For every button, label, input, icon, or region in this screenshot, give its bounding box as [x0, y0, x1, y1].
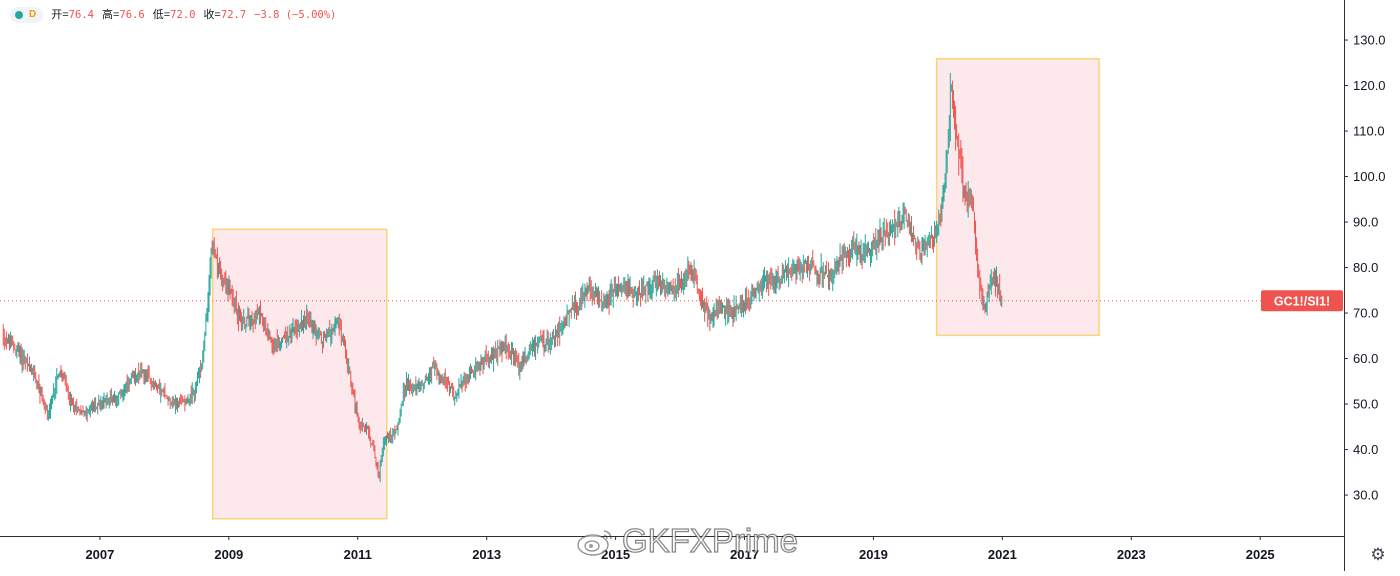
x-tick-label: 2013: [472, 547, 501, 562]
candles: [2, 72, 1003, 483]
highlight-rect-1[interactable]: [211, 228, 388, 520]
ohlc-low: 低= 72.0: [153, 6, 196, 24]
open-value: 76.4: [68, 9, 94, 21]
low-value: 72.0: [170, 9, 196, 21]
y-tick-label: 40.0: [1353, 442, 1378, 457]
highlight-rect-2[interactable]: [935, 57, 1100, 337]
ohlc-high: 高= 76.6: [102, 6, 145, 24]
x-tick-label: 2023: [1117, 547, 1146, 562]
y-tick-label: 100.0: [1353, 169, 1386, 184]
y-tick-label: 80.0: [1353, 260, 1378, 275]
settings-gear-icon[interactable]: ⚙: [1370, 545, 1386, 564]
y-tick-label: 30.0: [1353, 488, 1378, 503]
high-label: 高=: [101, 9, 120, 21]
open-label: 开=: [51, 9, 69, 21]
low-label: 低=: [152, 9, 171, 21]
ohlc-open: 开= 76.4: [51, 6, 94, 24]
y-tick-label: 50.0: [1353, 397, 1378, 412]
symbol-price-label: GC1!/SI1!: [1274, 294, 1330, 308]
ohlc-close: 收= 72.7: [203, 6, 246, 24]
x-tick-label: 2021: [988, 547, 1017, 562]
x-tick-label: 2019: [859, 547, 888, 562]
interval-label: D: [29, 9, 37, 20]
x-tick-label: 2011: [344, 547, 372, 562]
x-tick-label: 2025: [1246, 547, 1275, 562]
x-tick-label: 2017: [730, 547, 759, 562]
highlight-rectangles: [211, 57, 1100, 520]
y-tick-label: 110.0: [1353, 124, 1385, 139]
y-tick-label: 60.0: [1353, 351, 1378, 366]
ohlc-change: −3.8 (−5.00%): [254, 9, 337, 21]
symbol-pill[interactable]: D: [10, 7, 44, 23]
ohlc-legend: D 开= 76.4 高= 76.6 低= 72.0 收= 72.7 −3.8 (−5.0…: [10, 6, 336, 24]
high-value: 76.6: [119, 9, 145, 21]
y-tick-label: 120.0: [1353, 78, 1386, 93]
close-label: 收=: [203, 9, 221, 21]
x-tick-label: 2007: [85, 547, 114, 562]
y-tick-label: 130.0: [1353, 33, 1386, 48]
x-tick-label: 2015: [601, 547, 630, 562]
symbol-price-label-bg[interactable]: [1261, 290, 1343, 312]
close-value: 72.7: [220, 9, 247, 21]
y-tick-label: 90.0: [1353, 215, 1378, 230]
x-tick-label: 2009: [214, 547, 243, 562]
status-dot-icon: [15, 11, 23, 19]
y-tick-label: 70.0: [1353, 306, 1378, 321]
